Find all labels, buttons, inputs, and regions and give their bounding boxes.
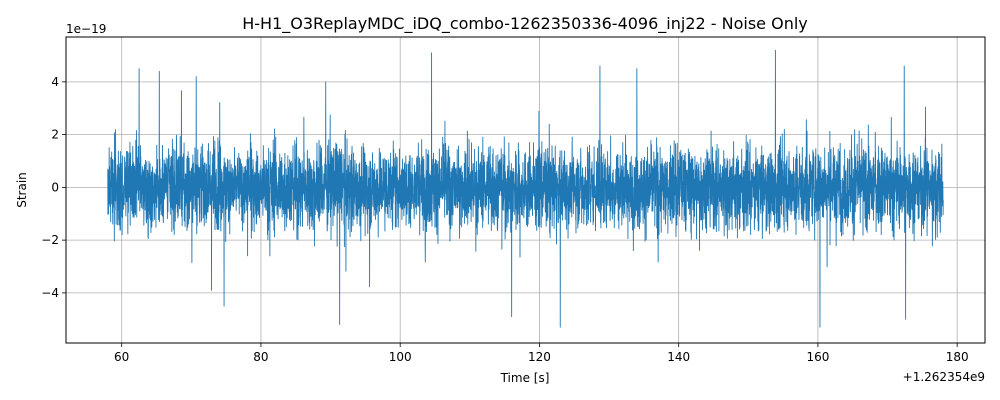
x-offset-label: +1.262354e9 [903,370,985,384]
y-tick-label: −2 [41,233,59,247]
x-tick-label: 80 [253,350,268,364]
chart-title: H-H1_O3ReplayMDC_iDQ_combo-1262350336-40… [242,14,808,34]
y-tick-label: 4 [51,75,59,89]
y-tick-label: −4 [41,286,59,300]
x-tick-label: 60 [114,350,129,364]
x-tick-label: 120 [528,350,551,364]
x-axis-label: Time [s] [500,371,550,385]
y-tick-label: 0 [51,180,59,194]
axes-frame [65,36,986,344]
x-tick-label: 160 [806,350,829,364]
y-axis-label: Strain [15,172,29,208]
x-tick-label: 100 [389,350,412,364]
plot-area [107,49,944,328]
x-tick-label: 180 [946,350,969,364]
ticks: 60 80 100 120 140 160 180 −4 −2 0 2 4 [41,75,968,364]
y-tick-label: 2 [51,128,59,142]
strain-series-line [107,49,944,328]
y-scale-label: 1e−19 [66,22,106,36]
x-tick-label: 140 [667,350,690,364]
